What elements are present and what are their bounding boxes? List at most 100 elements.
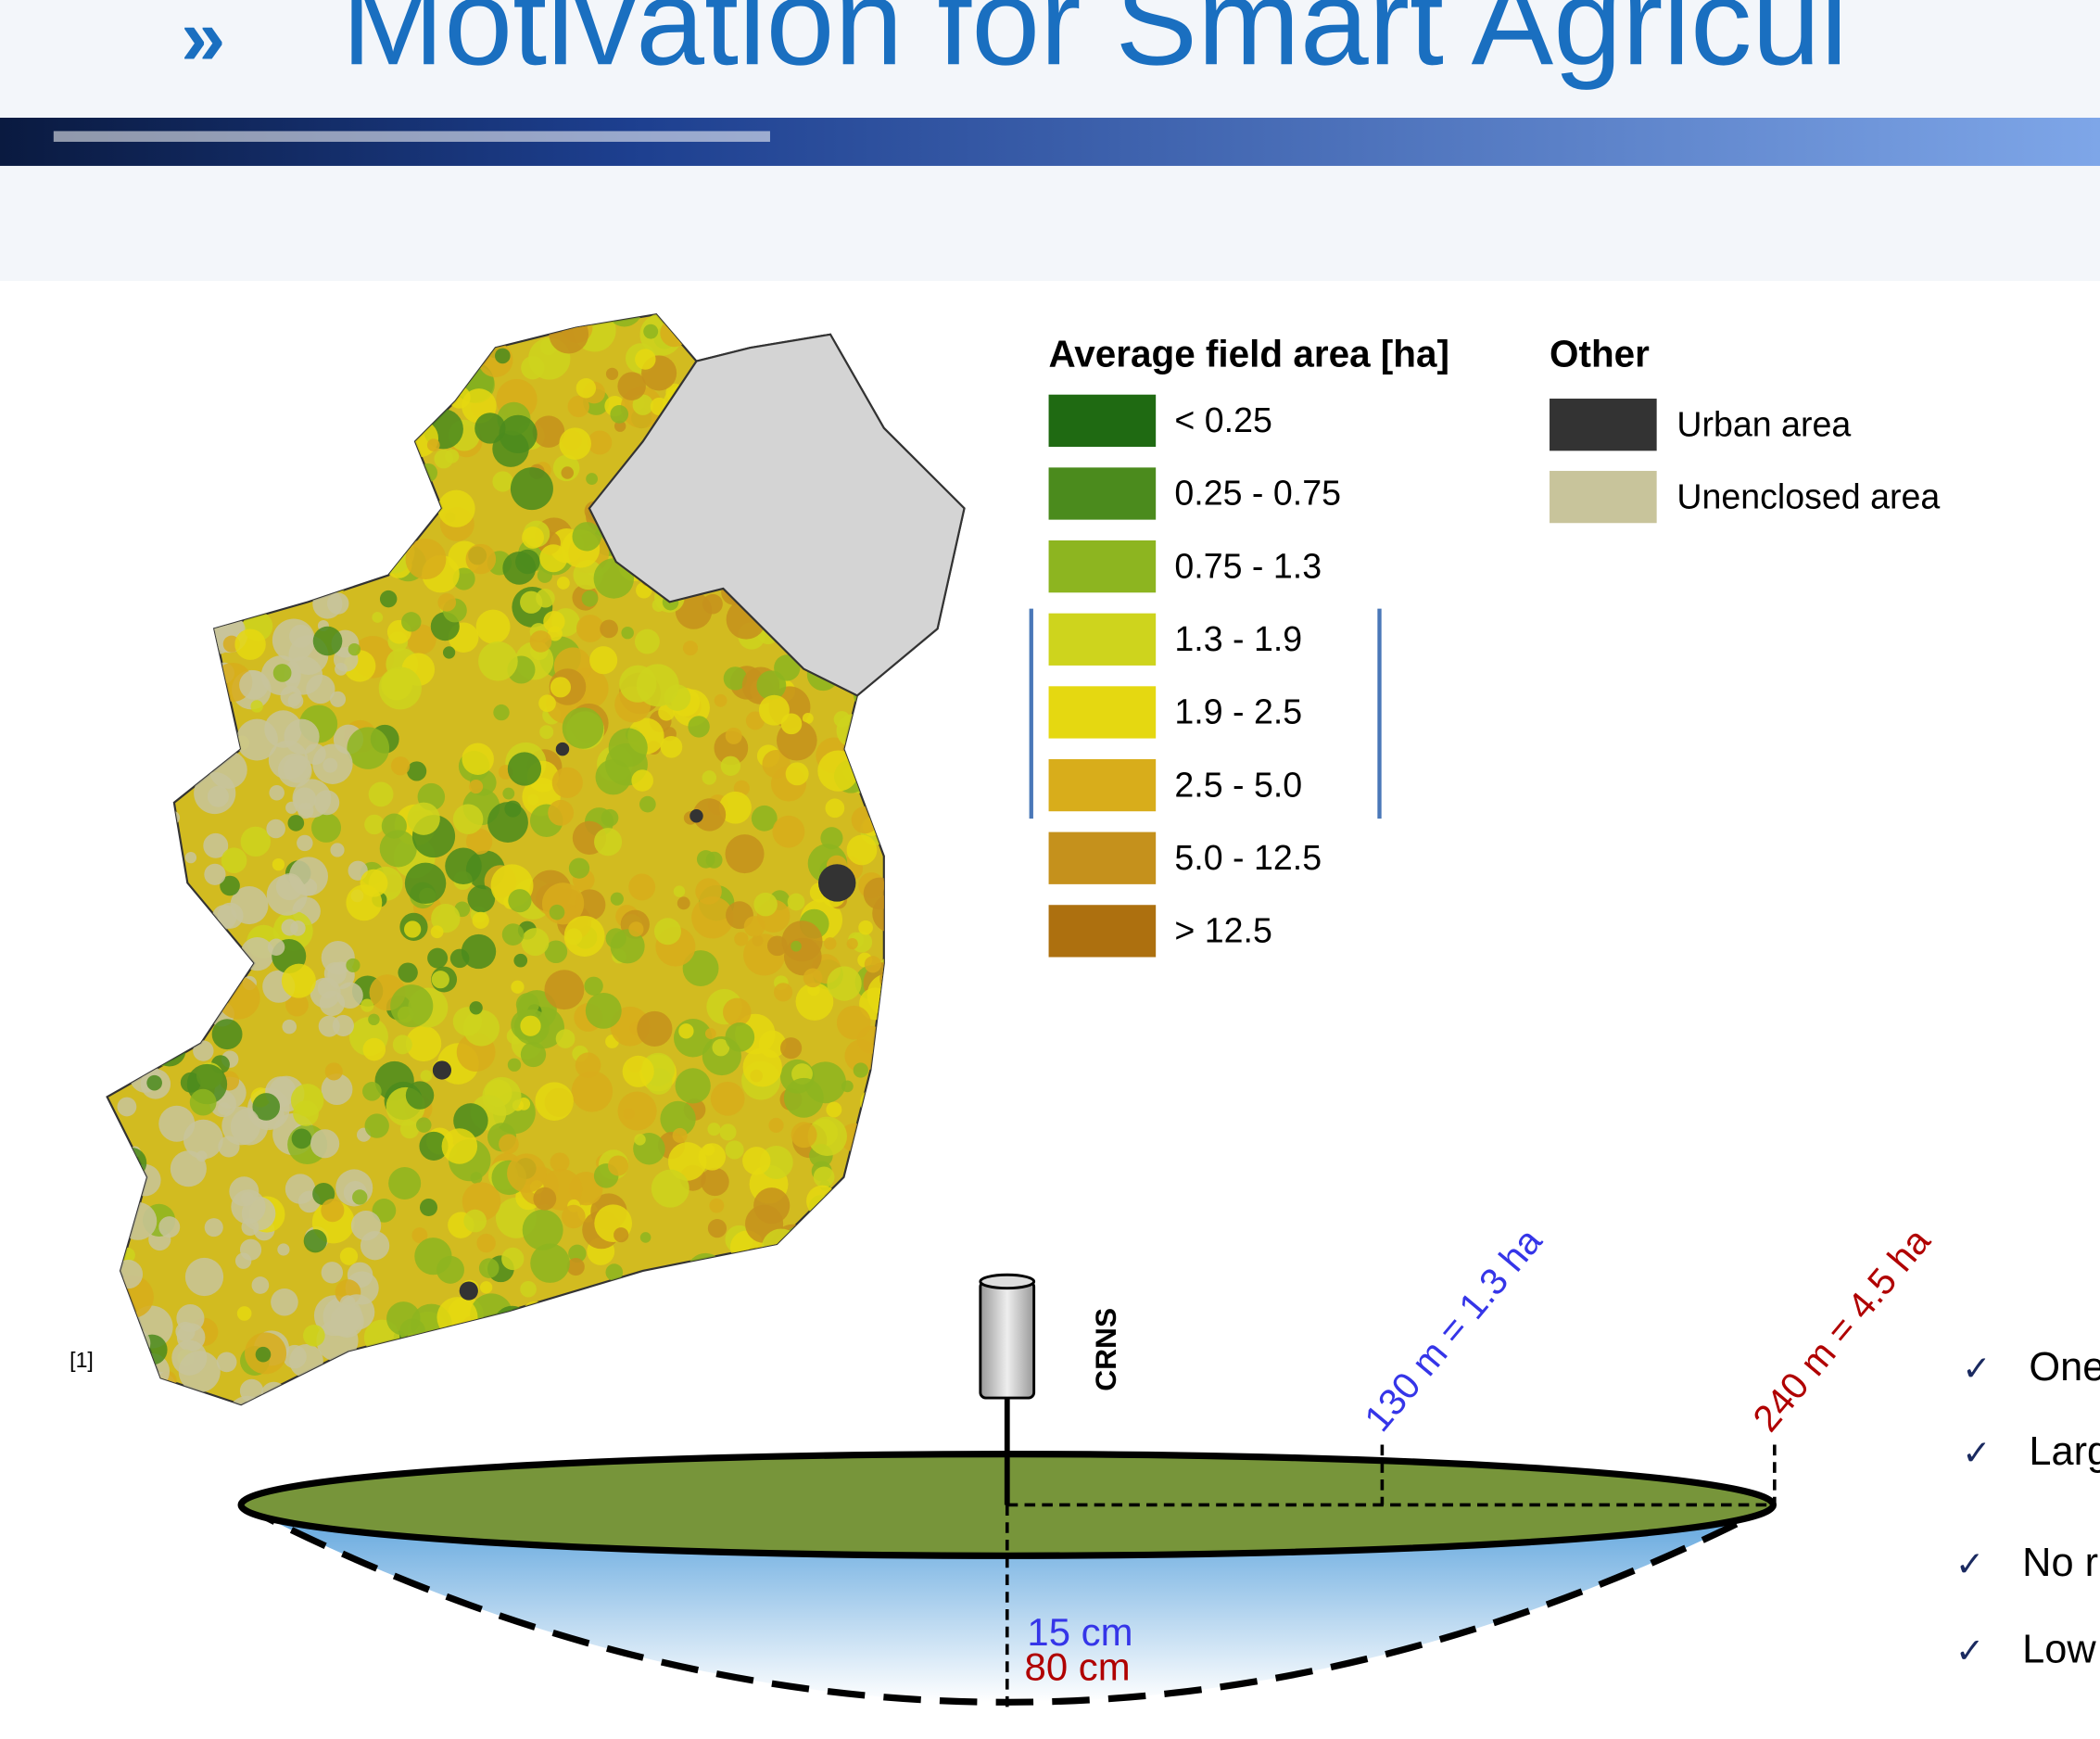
map-patch	[168, 411, 185, 427]
map-patch	[192, 704, 234, 746]
map-patch	[136, 1334, 168, 1365]
map-patch	[469, 1001, 483, 1015]
map-patch	[431, 328, 444, 341]
map-patch	[165, 692, 181, 707]
map-patch	[228, 515, 253, 539]
map-patch	[165, 747, 203, 784]
map-patch	[281, 963, 316, 998]
map-patch	[486, 314, 507, 324]
map-patch	[138, 698, 160, 719]
map-patch	[706, 1372, 727, 1393]
map-patch	[507, 1153, 547, 1193]
map-patch	[193, 447, 226, 480]
map-patch	[939, 736, 964, 760]
map-patch	[674, 1019, 713, 1058]
map-patch	[891, 698, 920, 728]
map-patch	[214, 1402, 234, 1405]
legend-swatch	[1048, 613, 1157, 666]
map-patch	[920, 1204, 955, 1238]
map-patch	[829, 314, 853, 324]
map-patch	[151, 965, 175, 989]
map-patch	[791, 940, 802, 952]
map-patch	[141, 1039, 160, 1060]
map-patch	[792, 1356, 824, 1387]
map-patch	[398, 517, 417, 536]
map-patch	[912, 1291, 949, 1328]
map-patch	[405, 1025, 442, 1062]
map-patch	[284, 501, 297, 514]
map-patch	[127, 856, 142, 871]
map-patch	[183, 1119, 223, 1160]
map-patch	[267, 938, 285, 957]
map-patch	[854, 1314, 895, 1355]
bullet-check: ✓	[1962, 1433, 1991, 1472]
map-patch	[823, 937, 837, 950]
sensor-top	[979, 1273, 1036, 1290]
map-patch	[178, 988, 219, 1030]
map-patch	[390, 368, 433, 412]
map-patch	[944, 314, 965, 339]
map-patch	[429, 1344, 469, 1385]
map-patch	[741, 1359, 756, 1375]
map-patch	[917, 659, 947, 689]
map-patch	[815, 1230, 841, 1258]
map-patch	[621, 626, 634, 640]
map-patch	[711, 1351, 733, 1374]
map-patch	[220, 875, 240, 896]
map-patch	[692, 798, 727, 831]
map-patch	[773, 983, 793, 1002]
map-patch	[561, 466, 574, 479]
map-patch	[789, 1297, 801, 1309]
map-patch	[321, 1262, 344, 1284]
map-patch	[158, 1216, 181, 1238]
map-patch	[239, 670, 269, 700]
map-patch	[124, 314, 152, 335]
map-patch	[113, 429, 147, 463]
map-patch	[133, 980, 171, 1019]
map-patch	[266, 819, 285, 839]
map-patch	[628, 921, 644, 937]
urban-patch	[432, 1060, 452, 1080]
map-patch	[221, 1106, 261, 1146]
map-patch	[572, 522, 601, 552]
urban-patch	[459, 1281, 478, 1301]
map-patch	[639, 1352, 652, 1366]
map-patch	[958, 1080, 965, 1099]
map-patch	[231, 344, 264, 377]
map-patch	[107, 825, 111, 856]
map-patch	[406, 624, 436, 654]
map-patch	[107, 829, 124, 845]
map-patch	[465, 543, 497, 575]
map-patch	[563, 915, 605, 957]
map-patch	[813, 1391, 846, 1405]
map-patch	[836, 1244, 862, 1270]
map-patch	[608, 728, 648, 768]
map-patch	[171, 960, 185, 974]
map-patch	[704, 1028, 716, 1039]
map-patch	[171, 1339, 208, 1376]
map-patch	[909, 654, 928, 673]
map-patch	[543, 610, 565, 633]
other-title: Other	[1550, 332, 1650, 374]
map-patch	[133, 607, 154, 628]
map-patch	[437, 489, 475, 527]
map-patch	[184, 851, 197, 864]
map-patch	[864, 956, 882, 973]
map-patch	[415, 1117, 432, 1133]
map-patch	[290, 1084, 324, 1117]
map-patch	[522, 1301, 548, 1327]
map-patch	[282, 1019, 297, 1035]
map-patch	[943, 877, 965, 918]
map-patch	[170, 1150, 207, 1187]
map-patch	[942, 428, 963, 450]
map-patch	[829, 1251, 868, 1292]
map-patch	[244, 328, 286, 371]
map-patch	[548, 799, 575, 826]
map-patch	[584, 976, 603, 996]
map-patch	[347, 727, 390, 769]
map-patch	[725, 1022, 755, 1052]
map-patch	[610, 405, 629, 424]
map-patch	[903, 1352, 939, 1388]
map-patch	[533, 1346, 560, 1372]
map-patch	[522, 1209, 563, 1250]
